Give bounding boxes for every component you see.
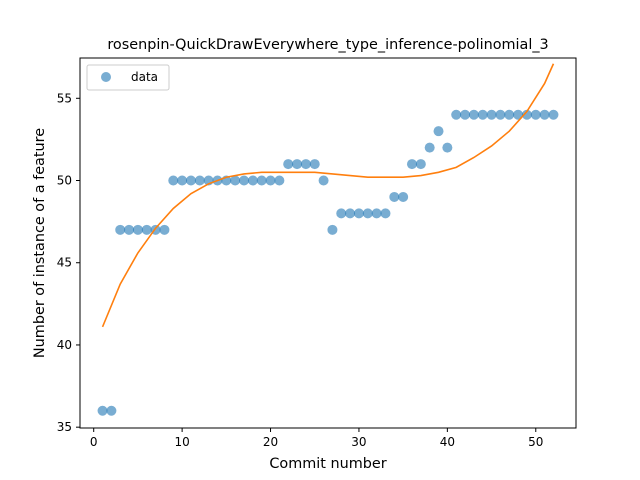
- data-point: [256, 175, 267, 186]
- data-point: [124, 224, 135, 235]
- data-point: [283, 159, 294, 170]
- data-point: [539, 109, 550, 120]
- data-point: [495, 109, 506, 120]
- data-point: [362, 208, 373, 219]
- data-point: [194, 175, 205, 186]
- data-point: [336, 208, 347, 219]
- data-point: [548, 109, 559, 120]
- plot-area: [97, 63, 559, 416]
- data-point: [433, 126, 444, 137]
- x-axis: 0 10 20 30 40 50: [90, 428, 543, 449]
- x-axis-label: Commit number: [269, 456, 386, 472]
- data-point: [177, 175, 188, 186]
- legend-marker: [101, 72, 111, 82]
- data-point: [247, 175, 258, 186]
- x-tick-label: 40: [440, 435, 455, 449]
- data-point: [371, 208, 382, 219]
- chart-title: rosenpin-QuickDrawEverywhere_type_infere…: [107, 37, 548, 53]
- data-point: [486, 109, 497, 120]
- data-point: [265, 175, 276, 186]
- data-point: [477, 109, 488, 120]
- data-point: [230, 175, 241, 186]
- data-point: [442, 142, 453, 153]
- data-point: [415, 159, 426, 170]
- data-point: [97, 405, 108, 416]
- data-point: [406, 159, 417, 170]
- y-tick-label: 35: [57, 420, 72, 434]
- data-point: [300, 159, 311, 170]
- data-point: [398, 191, 409, 202]
- y-tick-label: 55: [57, 91, 72, 105]
- x-tick-label: 30: [351, 435, 366, 449]
- legend-label: data: [131, 70, 158, 84]
- data-point: [530, 109, 541, 120]
- x-tick-label: 0: [90, 435, 98, 449]
- axes-frame: [79, 57, 577, 429]
- data-point: [389, 191, 400, 202]
- legend: data: [86, 64, 170, 91]
- data-point: [380, 208, 391, 219]
- data-point: [513, 109, 524, 120]
- x-tick-label: 50: [528, 435, 543, 449]
- data-point: [327, 224, 338, 235]
- data-point: [106, 405, 117, 416]
- fit-line: [101, 63, 555, 328]
- y-tick-label: 45: [57, 256, 72, 270]
- data-point: [292, 159, 303, 170]
- data-point: [115, 224, 126, 235]
- y-axis-label: Number of instance of a feature: [32, 128, 48, 358]
- data-point: [468, 109, 479, 120]
- data-point: [521, 109, 532, 120]
- y-tick-label: 40: [57, 338, 72, 352]
- data-point: [185, 175, 196, 186]
- y-axis: 35 40 45 50 55: [57, 91, 80, 434]
- y-tick-label: 50: [57, 174, 72, 188]
- data-point: [132, 224, 143, 235]
- legend-box: [86, 64, 170, 91]
- x-tick-label: 10: [174, 435, 189, 449]
- data-point: [345, 208, 356, 219]
- data-point: [504, 109, 515, 120]
- data-point: [168, 175, 179, 186]
- data-point: [274, 175, 285, 186]
- data-point: [318, 175, 329, 186]
- data-point: [141, 224, 152, 235]
- x-tick-label: 20: [263, 435, 278, 449]
- data-point: [353, 208, 364, 219]
- data-point: [239, 175, 250, 186]
- data-point: [309, 159, 320, 170]
- data-point: [460, 109, 471, 120]
- data-point: [424, 142, 435, 153]
- data-point: [451, 109, 462, 120]
- data-point: [159, 224, 170, 235]
